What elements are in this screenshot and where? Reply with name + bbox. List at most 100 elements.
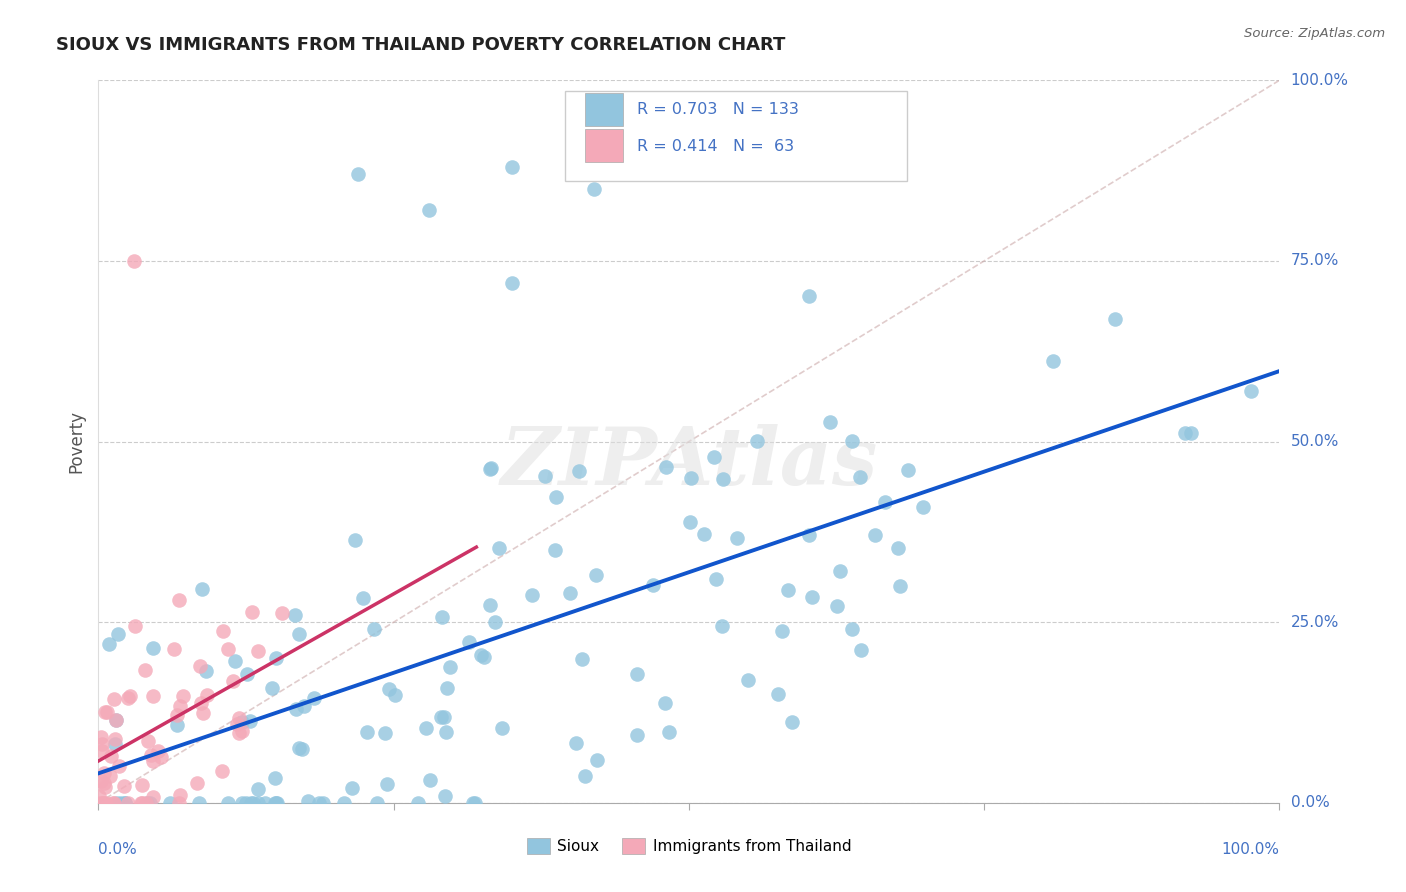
Point xyxy=(91,796,114,810)
Point xyxy=(384,688,406,702)
Point xyxy=(188,796,211,810)
Point xyxy=(264,796,287,810)
Text: R = 0.703   N = 133: R = 0.703 N = 133 xyxy=(637,103,799,118)
Point xyxy=(801,590,824,604)
Y-axis label: Poverty: Poverty xyxy=(67,410,86,473)
Text: 100.0%: 100.0% xyxy=(1291,73,1348,87)
Legend: Sioux, Immigrants from Thailand: Sioux, Immigrants from Thailand xyxy=(520,832,858,860)
Point xyxy=(356,724,378,739)
Point xyxy=(887,541,910,555)
Point xyxy=(212,624,235,639)
Point xyxy=(849,643,872,657)
Point xyxy=(479,461,502,475)
Point xyxy=(142,754,165,768)
Text: 0.0%: 0.0% xyxy=(98,842,138,856)
Point xyxy=(461,796,484,810)
Point xyxy=(626,667,648,681)
Point xyxy=(863,528,886,542)
Point xyxy=(1240,384,1263,398)
Point xyxy=(679,515,702,529)
Point xyxy=(546,490,568,504)
Text: 75.0%: 75.0% xyxy=(1291,253,1339,268)
Point xyxy=(711,472,734,486)
Point xyxy=(89,789,111,803)
Point xyxy=(285,702,308,716)
Point xyxy=(436,681,458,695)
Point xyxy=(264,771,287,785)
Point xyxy=(131,796,153,810)
Point xyxy=(103,692,125,706)
Point xyxy=(406,796,429,810)
Point xyxy=(231,796,253,810)
Point xyxy=(89,796,111,810)
Point xyxy=(90,773,112,788)
Point xyxy=(706,573,728,587)
Point xyxy=(288,627,311,641)
Point xyxy=(122,253,145,268)
Point xyxy=(107,759,129,773)
Point xyxy=(841,622,863,636)
Point xyxy=(191,582,214,597)
Point xyxy=(93,765,115,780)
Point xyxy=(264,796,287,810)
Point xyxy=(217,796,239,810)
Point xyxy=(167,593,190,607)
Point xyxy=(166,718,188,732)
Point xyxy=(266,650,288,665)
Point xyxy=(136,796,159,810)
Point xyxy=(228,711,250,725)
Point xyxy=(419,772,441,787)
Point xyxy=(737,673,759,687)
Point xyxy=(797,528,820,542)
Point xyxy=(544,542,567,557)
Point xyxy=(135,796,157,810)
Point xyxy=(658,725,681,739)
Point xyxy=(262,681,284,695)
Point xyxy=(98,769,121,783)
Point xyxy=(240,606,263,620)
Point xyxy=(418,203,440,218)
Point xyxy=(287,741,309,756)
Point xyxy=(131,777,153,791)
Point xyxy=(745,434,768,449)
Point xyxy=(136,733,159,747)
Point xyxy=(433,710,456,724)
Point xyxy=(848,469,870,483)
Text: 0.0%: 0.0% xyxy=(1291,796,1329,810)
Point xyxy=(222,674,245,689)
Point xyxy=(433,789,456,803)
Point xyxy=(142,689,165,703)
Point xyxy=(105,713,128,727)
Point xyxy=(472,649,495,664)
Point xyxy=(484,615,506,629)
Point xyxy=(139,796,162,810)
Point xyxy=(105,796,128,810)
Point xyxy=(284,608,307,623)
Point xyxy=(246,781,269,796)
Point xyxy=(491,721,513,735)
Point xyxy=(534,468,557,483)
Point xyxy=(194,664,217,678)
Point xyxy=(100,749,122,764)
Point xyxy=(1180,425,1202,440)
Point xyxy=(693,527,716,541)
Point xyxy=(217,642,239,657)
Point xyxy=(190,697,212,711)
Point xyxy=(897,463,920,477)
Point xyxy=(235,666,257,681)
Point xyxy=(818,415,841,429)
Point xyxy=(117,690,139,705)
Point xyxy=(352,591,374,606)
Text: 50.0%: 50.0% xyxy=(1291,434,1339,449)
Point xyxy=(654,697,676,711)
Point xyxy=(247,796,270,810)
Point xyxy=(195,688,218,702)
Point xyxy=(94,780,117,794)
Point xyxy=(311,796,333,810)
Point xyxy=(297,794,319,808)
Point xyxy=(110,796,132,810)
Point xyxy=(378,681,401,696)
Point xyxy=(266,796,288,810)
Point xyxy=(118,689,141,703)
Point xyxy=(167,796,190,810)
